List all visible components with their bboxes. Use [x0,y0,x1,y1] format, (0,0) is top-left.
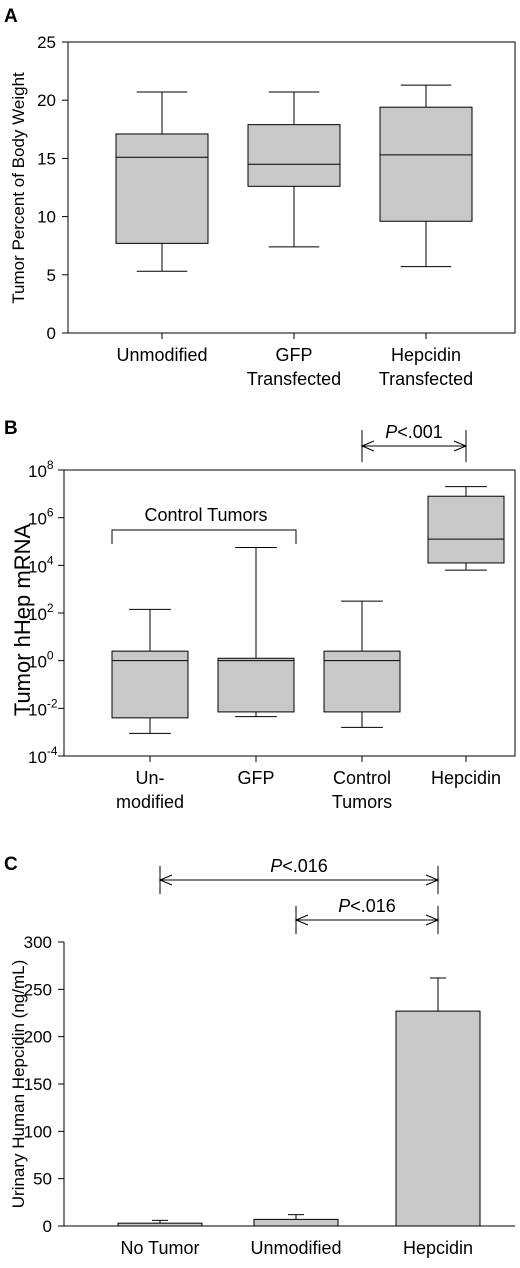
panel-c-comparison-1-p-label: P<.016 [338,896,396,916]
panel-b-ytick-label: 100 [28,649,54,672]
panel-b: B Tumor hHep mRNA 10-410-210010210410610… [4,418,516,812]
panel-b-box-1-box [217,657,295,713]
panel-b-x-label: Hepcidin [431,768,501,788]
panel-c-ytick-label: 300 [24,933,52,952]
panel-c-bar-1 [253,1218,339,1227]
panel-c-comparison-1-arrow-left [294,914,309,926]
panel-c-comparison-0-p-value: <.016 [282,856,328,876]
panel-c-x-label: Unmodified [250,1238,341,1258]
panel-a-x-label: Unmodified [116,345,207,365]
panel-c-bar-2 [395,1010,481,1227]
panel-a-box-2-box [379,106,473,222]
panel-c-comparison-0-p-symbol: P [270,856,282,876]
panel-b-boxes [111,486,505,734]
panel-b-ytick-base: 10 [28,700,47,719]
panel-c-x-label: No Tumor [120,1238,199,1258]
panel-b-ytick-label: 108 [28,458,54,481]
panel-b-ytick-exponent: 0 [47,649,54,663]
panel-b-ytick-base: 10 [28,605,47,624]
panel-b-ytick-label: 10-2 [28,696,58,719]
panel-c-ytick-label: 250 [24,980,52,999]
panel-c-x-label: Hepcidin [403,1238,473,1258]
panel-a-x-label: Hepcidin [391,345,461,365]
panel-b-ytick-base: 10 [28,510,47,529]
panel-b-ytick-exponent: 8 [47,458,54,472]
panel-a-plot-frame [67,41,516,334]
panel-b-comparison-arrow-left [360,440,375,452]
panel-b-ytick-exponent: 4 [47,553,54,567]
panel-b-x-label: GFP [237,768,274,788]
panel-a-x-label: Transfected [379,369,473,389]
panel-c-comparison-0-p-label: P<.016 [270,856,328,876]
panel-b-box-3-box [427,495,505,564]
panel-c-comparison-1-p-symbol: P [338,896,350,916]
panel-b-comparison-p-value: <.001 [397,422,443,442]
panel-b-comparison: P<.001 [360,422,468,462]
panel-b-ytick-base: 10 [28,653,47,672]
panel-a-boxes [115,84,473,272]
panel-a-ytick-label: 25 [37,33,56,52]
panel-a-ytick-label: 15 [37,149,56,168]
panel-b-ytick-exponent: 6 [47,506,54,520]
panel-b-ytick-label: 102 [28,601,54,624]
panel-b-ytick-exponent: 2 [47,601,54,615]
panel-a-ytick-label: 0 [47,324,56,343]
panel-b-letter: B [4,418,18,439]
panel-a-y-ticks: 0 5 10 15 20 25 [37,33,68,343]
panel-b-box-2-box [323,650,401,713]
panel-b-x-label: Un- [135,768,164,788]
panel-c-comparison-0-arrow-left [158,874,173,886]
panel-b-comparison-arrow-right [453,440,468,452]
panel-c-axes [63,942,515,1227]
panel-c-ytick-label: 50 [33,1170,52,1189]
panel-b-ytick-exponent: -4 [47,744,58,758]
panel-a-ytick-label: 5 [47,266,56,285]
panel-b-ytick-label: 104 [28,553,54,576]
panel-c-bars [117,977,481,1227]
panel-b-x-label: Control [333,768,391,788]
panel-b-x-labels: Un-modified GFP Control Tumors Hepcidin [116,756,501,812]
panel-b-x-label: modified [116,792,184,812]
panel-b-comparison-p-label: P<.001 [385,422,443,442]
panel-a: A Tumor Percent of Body Weight 0 5 10 15 20 2… [4,6,516,389]
panel-b-y-axis-label: Tumor hHep mRNA [10,524,35,717]
panel-c-ytick-label: 0 [43,1217,52,1236]
panel-b-ytick-base: 10 [28,748,47,767]
panel-c-ytick-label: 150 [24,1075,52,1094]
panel-b-ytick-base: 10 [28,557,47,576]
panel-a-y-axis-label: Tumor Percent of Body Weight [9,72,28,304]
panel-c-comparison-1-p-value: <.016 [350,896,396,916]
panel-a-x-label: GFP [275,345,312,365]
panel-a-box-0-box [115,133,209,244]
panel-a-letter: A [4,6,18,27]
panel-b-comparison-p-symbol: P [385,422,397,442]
panel-c-y-axis-label: Urinary Human Hepcidin (ng/mL) [9,960,28,1208]
panel-b-x-label: Tumors [332,792,392,812]
panel-a-ytick-label: 20 [37,91,56,110]
panel-a-ytick-label: 10 [37,208,56,227]
panel-c-comparison-0-arrow-right [425,874,440,886]
panel-a-x-labels: Unmodified GFP Transfected Hepcidin Transfec… [116,333,473,389]
panel-c-ytick-label: 200 [24,1028,52,1047]
panel-b-box-0-box [111,650,189,719]
panel-c-comparison-1-arrow-right [425,914,440,926]
control-bracket-label: Control Tumors [144,505,267,525]
panel-a-x-label: Transfected [247,369,341,389]
panel-c-y-ticks: 0 50 100 150 200 250 300 [24,933,64,1236]
panel-b-ytick-label: 10-4 [28,744,58,767]
panel-c: C Urinary Human Hepcidin (ng/mL) 0 50 100 1… [4,854,515,1258]
panel-c-x-labels: No Tumor Unmodified Hepcidin [120,1238,473,1258]
panel-c-letter: C [4,854,18,875]
panel-a-box-1-box [247,124,341,187]
panel-b-ytick-exponent: -2 [47,696,58,710]
panel-b-ytick-label: 106 [28,506,54,529]
panel-b-ytick-base: 10 [28,462,47,481]
panel-b-control-bracket: Control Tumors [111,505,297,544]
control-bracket-line [111,529,297,544]
panel-c-ytick-label: 100 [24,1122,52,1141]
